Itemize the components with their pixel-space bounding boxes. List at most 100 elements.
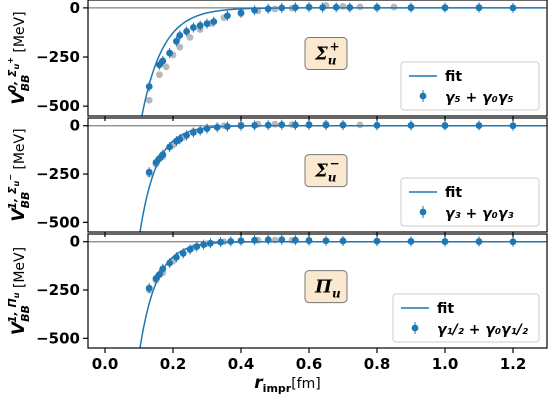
- data-point: [237, 237, 245, 245]
- legend: fit γ₁/₂ + γ₀γ₁/₂: [392, 293, 540, 343]
- lattice-point: [186, 33, 194, 41]
- data-point: [292, 4, 299, 11]
- data-point: [475, 122, 483, 129]
- data-point: [264, 5, 272, 13]
- data-point: [475, 4, 483, 12]
- data-point: [179, 249, 187, 257]
- data-point: [203, 125, 211, 133]
- y-tick-label: 0: [70, 0, 80, 17]
- data-point: [159, 57, 167, 65]
- legend-data-swatch: [419, 208, 427, 216]
- badge-box: [304, 154, 348, 188]
- x-axis-label: rimpr[fm]: [254, 373, 320, 395]
- x-tick-label: 0.4: [228, 355, 255, 373]
- y-tick-label: −250: [36, 281, 80, 299]
- plot-area: [141, 2, 546, 116]
- data-point: [264, 121, 272, 129]
- data-point: [173, 37, 180, 45]
- data-point: [251, 121, 258, 129]
- data-point: [227, 237, 235, 245]
- legend: fit γ₃ + γ₀γ₃: [400, 177, 540, 227]
- data-point: [373, 121, 381, 129]
- panel-frame: [87, 0, 548, 117]
- legend: fit γ₅ + γ₀γ₅: [400, 61, 540, 111]
- data-point: [237, 122, 245, 130]
- data-point: [166, 49, 174, 57]
- legend-data-swatch: [419, 92, 427, 100]
- lattice-point: [356, 3, 364, 11]
- data-point: [509, 122, 517, 130]
- data-point: [509, 4, 517, 12]
- data-point: [305, 237, 313, 244]
- data-point: [346, 4, 354, 11]
- legend-data-swatch: [411, 324, 419, 332]
- badge-box: [304, 37, 348, 71]
- y-axis-label: VBB0, Σu+ [MeV]: [6, 11, 32, 104]
- y-tick-label: 0: [70, 233, 80, 251]
- data-point: [305, 3, 313, 11]
- x-tick-label: 0.8: [364, 355, 391, 373]
- data-point: [145, 168, 153, 176]
- data-point: [183, 131, 191, 139]
- data-point: [475, 238, 483, 245]
- legend-fit-label: fit: [445, 185, 462, 201]
- data-point: [159, 265, 167, 273]
- data-point: [173, 253, 180, 261]
- y-axis-label: VBB1, Πu [MeV]: [6, 247, 32, 335]
- data-point: [156, 271, 163, 278]
- data-point: [332, 3, 340, 11]
- data-point: [292, 121, 299, 129]
- data-point: [237, 9, 245, 17]
- data-point: [210, 18, 218, 26]
- legend-data-label: γ₁/₂ + γ₀γ₁/₂: [437, 322, 529, 338]
- data-point: [224, 12, 231, 20]
- x-tick-label: 0.0: [92, 355, 119, 373]
- legend-box: [400, 61, 540, 111]
- panel-frame: [87, 117, 548, 233]
- x-tick-label: 1.0: [432, 355, 459, 373]
- legend-box: [392, 293, 540, 343]
- data-point: [207, 239, 214, 247]
- plot-area: [139, 234, 547, 348]
- data-point: [183, 28, 191, 35]
- y-tick-label: −500: [36, 213, 80, 231]
- lattice-point: [271, 5, 279, 13]
- state-badge: Πu: [304, 270, 348, 304]
- legend-box: [400, 177, 540, 227]
- data-point: [292, 236, 299, 244]
- x-tick-label: 0.6: [296, 355, 323, 373]
- legend-fit-label: fit: [445, 69, 462, 85]
- lattice-point: [162, 63, 170, 71]
- y-axis-label: VBB1, Σu− [MeV]: [6, 128, 32, 221]
- legend-fit-label: fit: [437, 301, 454, 317]
- lattice-point: [145, 96, 153, 104]
- data-point: [441, 122, 449, 129]
- data-point: [176, 31, 184, 39]
- data-point: [159, 151, 167, 159]
- data-point: [224, 123, 231, 130]
- data-point: [407, 4, 415, 12]
- data-point: [305, 121, 313, 129]
- data-point: [509, 238, 517, 246]
- lattice-point: [339, 2, 347, 10]
- data-point: [339, 121, 347, 129]
- legend-data-label: γ₅ + γ₀γ₅: [445, 90, 513, 106]
- data-point: [373, 237, 381, 245]
- data-point: [217, 238, 225, 246]
- data-point: [373, 4, 381, 11]
- data-point: [264, 236, 272, 244]
- data-point: [251, 236, 258, 244]
- data-point: [145, 284, 153, 292]
- lattice-point: [390, 3, 398, 11]
- data-point: [203, 20, 211, 27]
- data-point: [196, 127, 204, 134]
- data-point: [145, 83, 153, 90]
- data-point: [196, 22, 204, 29]
- lattice-point: [356, 121, 364, 129]
- data-point: [166, 143, 174, 151]
- data-point: [186, 246, 194, 253]
